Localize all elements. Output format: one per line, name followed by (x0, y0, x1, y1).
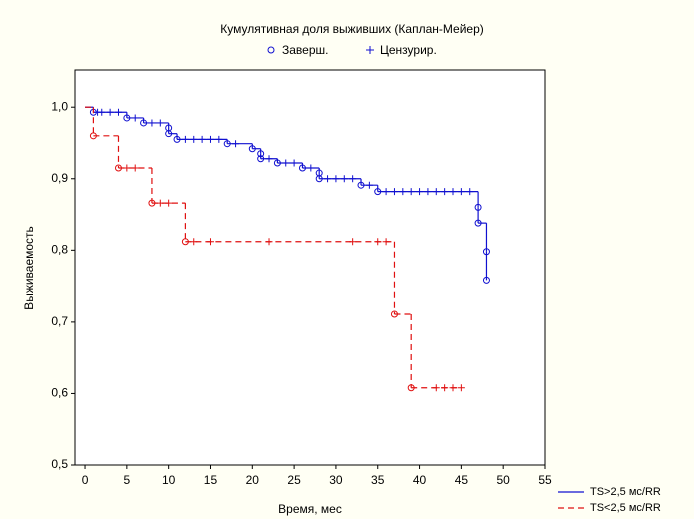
event-marker (181, 238, 189, 246)
censored-marker (449, 384, 457, 392)
censored-marker (156, 199, 164, 207)
y-tick-label: 0,6 (51, 386, 68, 400)
y-axis-label: Выживаемость (22, 226, 36, 310)
censored-marker (265, 155, 273, 163)
censored-marker (441, 384, 449, 392)
censored-marker (365, 181, 373, 189)
event-marker (390, 310, 398, 318)
x-tick-label: 10 (162, 473, 176, 487)
event-marker (298, 164, 306, 172)
censored-marker (131, 164, 139, 172)
y-tick-label: 0,9 (51, 171, 68, 185)
event-marker (165, 130, 173, 138)
y-tick-label: 1,0 (51, 99, 68, 113)
censored-marker (206, 135, 214, 143)
legend-censored-marker (366, 46, 374, 54)
event-marker (315, 175, 323, 183)
x-tick-label: 45 (455, 473, 469, 487)
legend-censored-label: Цензурир. (380, 43, 437, 57)
legend-label: TS<2,5 мс/RR (590, 502, 661, 514)
censored-marker (407, 188, 415, 196)
censored-marker (98, 108, 106, 116)
legend-event-label: Заверш. (282, 43, 328, 57)
censored-marker (215, 135, 223, 143)
legend-label: TS>2,5 мс/RR (590, 486, 661, 498)
plot-area (74, 69, 546, 466)
event-marker (474, 203, 482, 211)
censored-marker (466, 188, 474, 196)
censored-marker (399, 188, 407, 196)
event-marker (407, 384, 415, 392)
event-marker (248, 145, 256, 153)
censored-marker (282, 159, 290, 167)
censored-marker (424, 188, 432, 196)
event-marker (140, 119, 148, 127)
legend-event-marker (267, 46, 275, 54)
censored-marker (307, 164, 315, 172)
censored-marker (332, 175, 340, 183)
x-tick-label: 40 (413, 473, 427, 487)
y-tick-label: 0,8 (51, 242, 68, 256)
x-tick-label: 15 (204, 473, 218, 487)
event-marker (89, 132, 97, 140)
censored-marker (432, 384, 440, 392)
chart-title: Кумулятивная доля выживших (Каплан-Мейер… (220, 22, 484, 36)
event-marker (257, 150, 265, 158)
censored-marker (416, 188, 424, 196)
censored-marker (232, 140, 240, 148)
x-tick-label: 25 (287, 473, 301, 487)
censored-marker (181, 135, 189, 143)
censored-marker (165, 199, 173, 207)
censored-marker (382, 238, 390, 246)
event-marker (374, 188, 382, 196)
censored-marker (390, 188, 398, 196)
censored-marker (190, 135, 198, 143)
event-marker (257, 155, 265, 163)
censored-marker (198, 135, 206, 143)
censored-marker (457, 188, 465, 196)
censored-marker (441, 188, 449, 196)
censored-marker (114, 108, 122, 116)
x-tick-label: 20 (246, 473, 260, 487)
censored-marker (265, 238, 273, 246)
y-tick-label: 0,7 (51, 314, 68, 328)
censored-marker (349, 238, 357, 246)
x-tick-label: 35 (371, 473, 385, 487)
censored-marker (123, 164, 131, 172)
event-marker (123, 114, 131, 122)
censored-marker (457, 384, 465, 392)
x-tick-label: 5 (124, 473, 131, 487)
event-marker (482, 248, 490, 256)
event-marker (474, 219, 482, 227)
censored-marker (340, 175, 348, 183)
censored-marker (156, 119, 164, 127)
censored-marker (432, 188, 440, 196)
x-tick-label: 30 (329, 473, 343, 487)
censored-marker (106, 108, 114, 116)
x-tick-label: 0 (82, 473, 89, 487)
event-marker (173, 135, 181, 143)
censored-marker (148, 119, 156, 127)
event-marker (148, 199, 156, 207)
censored-marker (190, 238, 198, 246)
y-tick-label: 0,5 (51, 457, 68, 471)
event-marker (114, 164, 122, 172)
censored-marker (349, 175, 357, 183)
censored-marker (449, 188, 457, 196)
x-tick-label: 55 (538, 473, 552, 487)
event-marker (357, 181, 365, 189)
censored-marker (131, 114, 139, 122)
event-marker (223, 140, 231, 148)
x-tick-label: 50 (497, 473, 511, 487)
event-marker (273, 159, 281, 167)
x-axis-label: Время, мес (278, 502, 342, 516)
censored-marker (324, 175, 332, 183)
censored-marker (290, 159, 298, 167)
event-marker (482, 276, 490, 284)
censored-marker (206, 238, 214, 246)
censored-marker (374, 238, 382, 246)
censored-marker (382, 188, 390, 196)
